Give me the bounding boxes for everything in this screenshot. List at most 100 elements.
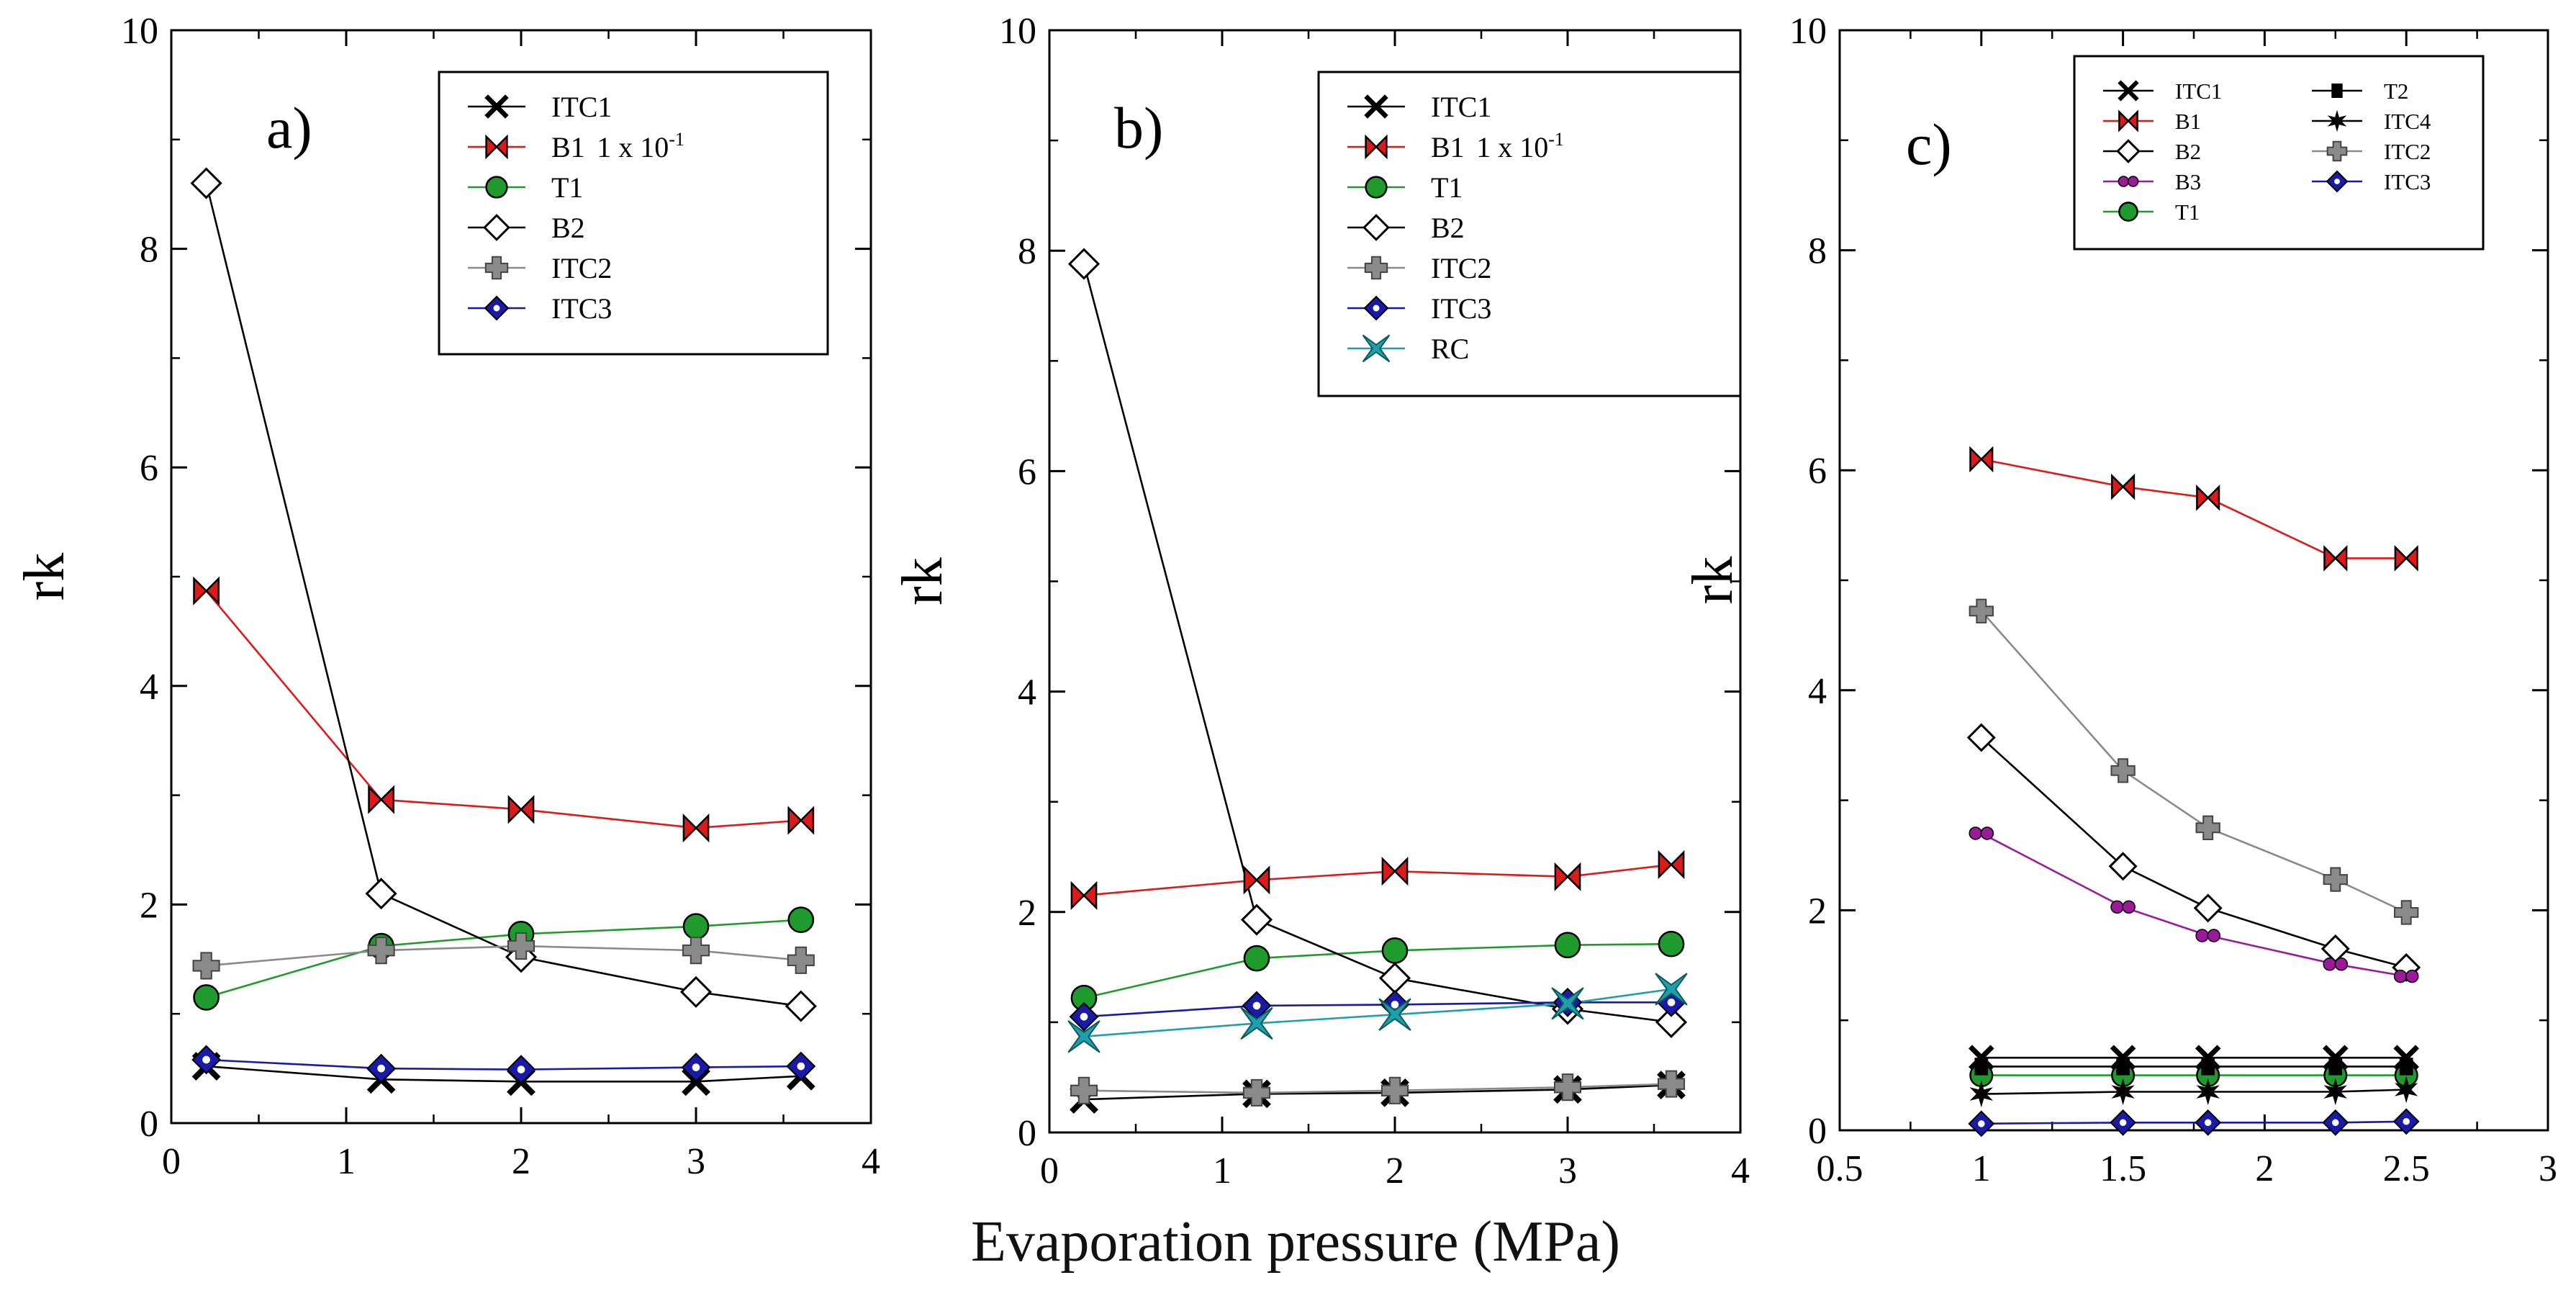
- data-point-b1: [1658, 850, 1685, 880]
- y-tick-label: 2: [1018, 893, 1036, 934]
- legend-label-itc1: ITC1: [2175, 78, 2222, 104]
- legend-marker-itc3-core: [1373, 305, 1380, 312]
- data-point-b1: [2394, 545, 2418, 572]
- x-tick-label: 1: [1972, 1148, 1991, 1189]
- legend: ITC1 B1 1 x 10-1 T1 B2 ITC2 ITC3 RC: [1317, 71, 1742, 397]
- y-tick-label: 2: [140, 885, 158, 926]
- data-point-rc: [1655, 973, 1688, 1006]
- data-point-t1: [1243, 945, 1270, 972]
- data-point-itc3-core: [1252, 1001, 1261, 1010]
- data-point-t2: [2328, 1058, 2343, 1076]
- data-point-b2: [1966, 723, 1996, 752]
- data-point-itc3-core: [1667, 999, 1676, 1006]
- legend: ITC1 B1 B2 B3 T1 T2 ITC4 ITC2 ITC3: [2073, 55, 2485, 251]
- data-point-t1: [1554, 932, 1581, 959]
- data-point-t2: [2399, 1058, 2413, 1076]
- data-point-b2: [1655, 1006, 1688, 1038]
- legend-marker-itc2: [1364, 256, 1388, 280]
- data-point-t1: [787, 906, 815, 934]
- data-point-b1: [2323, 545, 2348, 572]
- legend-marker-b3: [2118, 176, 2130, 187]
- data-point-rc: [1240, 1006, 1273, 1040]
- y-tick-label: 6: [1808, 451, 1827, 492]
- x-tick-label: 2: [2255, 1148, 2274, 1189]
- x-tick-label: 0.5: [1817, 1148, 1863, 1189]
- data-point-itc2: [192, 952, 220, 980]
- y-tick-label: 6: [1018, 451, 1036, 492]
- data-point-itc4: [2111, 1078, 2135, 1106]
- y-tick-label: 10: [121, 11, 158, 52]
- data-point-b1: [1070, 880, 1098, 910]
- data-point-itc2: [1969, 598, 1994, 623]
- series-line-b2: [1980, 736, 2407, 969]
- legend-label-rc: RC: [1431, 333, 1469, 365]
- legend-box: [2073, 55, 2485, 251]
- legend-marker-t1: [2118, 202, 2138, 222]
- y-tick-label: 8: [1018, 231, 1036, 272]
- data-point-b2: [190, 167, 222, 199]
- y-tick-label: 10: [999, 11, 1036, 52]
- legend-label-b1: B1: [2175, 109, 2201, 134]
- legend-label-itc3: ITC3: [551, 292, 612, 325]
- series-line-b1: [1981, 458, 2407, 559]
- data-point-itc2: [2394, 900, 2419, 925]
- x-tick-label: 1.5: [2100, 1148, 2146, 1189]
- data-point-b2: [785, 990, 817, 1022]
- x-tick-label: 0: [1040, 1150, 1059, 1191]
- legend-marker-itc2: [484, 256, 509, 280]
- x-tick-label: 1: [337, 1141, 356, 1182]
- legend-marker-itc1-stroke: [484, 94, 509, 119]
- legend-label-t1: T1: [2175, 199, 2200, 225]
- data-point-itc2: [367, 937, 395, 965]
- x-tick-label: 2: [512, 1141, 530, 1182]
- y-tick-label: 10: [1789, 11, 1827, 52]
- legend-marker-b1: [2118, 109, 2138, 132]
- legend-marker-itc1-stroke: [2118, 80, 2139, 102]
- legend-marker-itc3-core: [493, 305, 500, 312]
- data-point-b1: [1969, 446, 1994, 473]
- y-tick-label: 4: [1018, 672, 1036, 713]
- data-point-b2: [2108, 852, 2138, 881]
- y-tick-label: 8: [1808, 231, 1827, 272]
- data-point-b1: [2111, 473, 2136, 500]
- legend-label-b3: B3: [2175, 169, 2201, 194]
- legend-label-t1: T1: [1431, 171, 1463, 204]
- data-point-itc2: [1070, 1076, 1098, 1104]
- legend-label-itc1: ITC1: [1431, 91, 1491, 123]
- legend-label-itc4: ITC4: [2384, 109, 2431, 134]
- data-point-rc: [1378, 998, 1411, 1031]
- data-point-itc2: [2195, 815, 2220, 840]
- data-point-itc3-core: [377, 1064, 385, 1073]
- legend-marker-b1: [485, 134, 508, 160]
- data-point-b1: [1554, 862, 1581, 891]
- series-line-itc4: [1981, 1089, 2407, 1095]
- legend: ITC1 B1 1 x 10-1 T1 B2 ITC2 ITC3: [438, 71, 829, 356]
- data-point-rc: [1067, 1020, 1101, 1053]
- data-point-b1: [507, 795, 535, 824]
- legend-marker-itc1-stroke: [1364, 94, 1388, 119]
- legend-marker-b2: [483, 214, 510, 241]
- x-tick-label: 3: [687, 1141, 705, 1182]
- data-point-itc3-core: [797, 1062, 805, 1071]
- y-tick-label: 4: [1808, 671, 1827, 712]
- legend-label-b2: B2: [1431, 212, 1465, 244]
- x-tick-label: 1: [1213, 1150, 1231, 1191]
- x-tick-label: 0: [162, 1141, 181, 1182]
- data-point-b2: [679, 976, 713, 1008]
- series-line-b1: [205, 590, 801, 829]
- data-point-itc3-core: [1978, 1120, 1985, 1127]
- data-point-t1: [682, 913, 710, 940]
- legend-marker-t1: [485, 176, 508, 199]
- y-axis-title: rk: [13, 553, 76, 601]
- data-point-t2: [2116, 1058, 2130, 1076]
- panel-label: a): [266, 95, 312, 161]
- data-point-b2: [2193, 893, 2223, 923]
- data-point-itc2: [682, 937, 710, 965]
- data-point-itc3-core: [2119, 1119, 2127, 1127]
- data-point-b2: [2392, 952, 2421, 982]
- legend-marker-itc4: [2327, 109, 2347, 132]
- legend-label-itc2: ITC2: [551, 252, 612, 284]
- data-point-b2: [2320, 934, 2350, 963]
